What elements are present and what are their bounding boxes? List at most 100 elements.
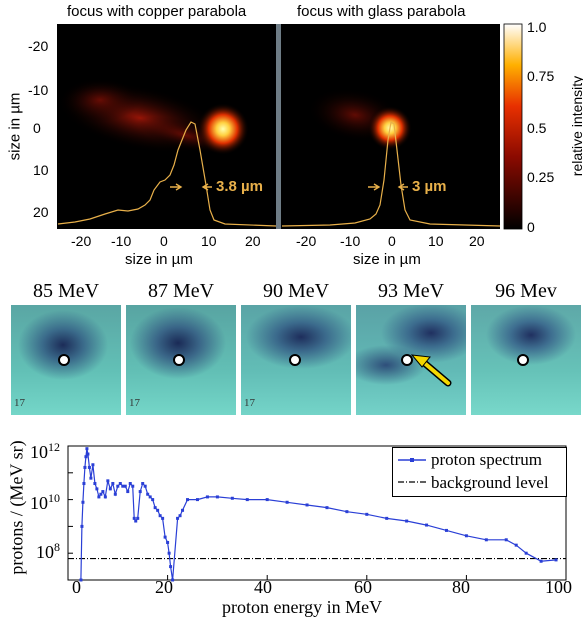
colorbar-tick: 0 [527,219,535,235]
spectrum-point [111,482,115,486]
spectrum-point [178,514,182,518]
spectrum-point [103,495,107,499]
right-x-tick: 0 [388,233,396,249]
spectrum-point [186,498,190,502]
energy-label-93: 93 MeV [377,280,445,302]
spectrum-point [181,508,185,512]
spectrum-point [146,492,150,496]
spectrum-point [123,484,127,488]
right-fwhm-arrow-left [368,183,381,191]
spectrum-point [171,578,175,582]
spectrum-point [131,484,135,488]
spectrum-point [99,492,103,496]
colorbar-tick: 0.75 [527,68,555,84]
ytick-label: 1010 [30,491,60,513]
xtick-label: 40 [254,577,272,597]
spectrum-point [138,490,142,494]
spectrum-point [305,503,309,507]
spectrum-point [158,514,162,518]
spectrum-point [539,559,543,563]
spectrum-point [151,498,155,502]
spectrum-point [230,496,234,500]
energy-label-96: 96 Mev [495,280,557,302]
spectrum-point [101,490,105,494]
left-fwhm-label: 3.8 µm [216,178,263,195]
spectrum-x-axis-label: proton energy in MeV [222,597,383,617]
spectrum-point [148,495,152,499]
xtick-label: 80 [452,577,470,597]
spectrum-point [205,495,209,499]
spectrum-point [484,538,488,542]
spectrum-point [116,484,120,488]
energy-label-90: 90 MeV [262,280,330,302]
panel-separator [276,24,281,229]
spectrum-point [425,523,429,527]
right-heatmap-title: focus with glass parabola [297,3,466,20]
xtick-label: 100 [545,577,572,597]
xtick-label: 60 [354,577,372,597]
left-fwhm-arrow-left [170,183,183,191]
spectrum-point [195,498,199,502]
colorbar [503,23,523,230]
right-x-tick: -20 [296,233,317,249]
spectrum-point [325,506,329,510]
right-fwhm-arrow-right [397,183,408,191]
spectrum-point [83,465,87,469]
spectrum-point [245,498,249,502]
spectrum-point [385,516,389,520]
spectrum-point [141,482,145,486]
left-heatmap-title: focus with copper parabola [67,3,247,20]
spectrum-point [345,510,349,514]
colorbar-tick: 0.5 [527,120,547,136]
xtick-label: 0 [72,577,81,597]
heatmap-y-tick: 20 [33,204,49,220]
left-x-tick: -10 [111,233,132,249]
spectrum-point [265,498,269,502]
spectrum-point [524,551,528,555]
spectrum-point [85,447,89,451]
spectrum-point [113,492,117,496]
spectrum-point [81,500,85,504]
colorbar-tick: 0.25 [527,169,555,185]
spectrum-point [82,482,86,486]
spectrum-point [504,538,508,542]
sample-image-87: 17 [126,305,236,415]
spectrum-point [95,487,99,491]
heatmap-y-axis-label: size in µm [6,92,24,161]
spectrum-point [108,487,112,491]
spectrum-point [554,558,558,562]
colorbar-tick: 1.0 [527,19,547,35]
right-x-tick: 20 [469,233,485,249]
spectrum-point [405,519,409,523]
spectrum-point [132,516,136,520]
spectrum-point [156,508,160,512]
spectrum-point [143,484,147,488]
spectrum-point [215,495,219,499]
spectrum-point [153,506,157,510]
spectrum-point [118,482,122,486]
spectrum-point [365,512,369,516]
legend-label-background: background level [431,473,549,492]
spectrum-point [136,516,140,520]
spectrum-point [97,495,101,499]
heatmap-y-tick: 0 [33,120,41,136]
spectrum-point [89,476,93,480]
spectrum-y-axis-label: protons / (MeV sr) [6,440,27,575]
spectrum-point [167,551,171,555]
left-x-tick: 20 [245,233,261,249]
chart-legend: proton spectrum background level [392,447,567,497]
spectrum-point [87,465,91,469]
spectrum-point [169,565,173,569]
right-x-axis-label: size in µm [353,251,421,268]
spectrum-point [444,528,448,532]
left-fwhm-arrow-right [201,183,212,191]
energy-label-85: 85 MeV [32,280,100,302]
sample-image-85: 17 [11,305,121,415]
spectrum-point [176,516,180,520]
spectrum-point [285,500,289,504]
colorbar-label: relative intensity [569,75,583,177]
spectrum-point [93,482,97,486]
energy-label-87: 87 MeV [147,280,215,302]
spectrum-point [106,479,110,483]
legend-label-spectrum: proton spectrum [431,450,542,469]
